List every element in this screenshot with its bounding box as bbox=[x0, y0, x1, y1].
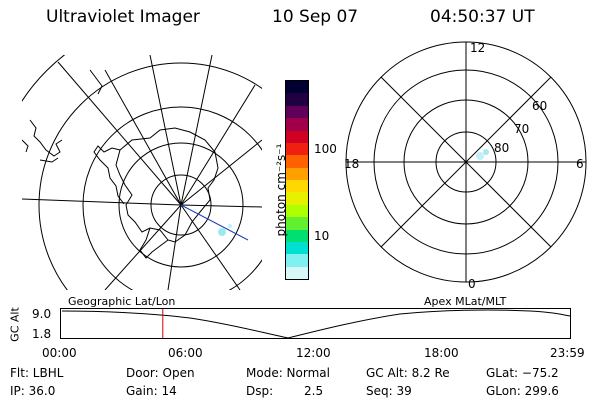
status-gcalt: GC Alt: 8.2 Re bbox=[366, 366, 450, 380]
coastline bbox=[115, 127, 219, 243]
colorbar-swatch bbox=[286, 155, 308, 168]
colorbar-swatch bbox=[286, 118, 308, 131]
aurora-spot bbox=[228, 224, 232, 228]
coastline bbox=[139, 227, 169, 259]
polar-plot: 12 18 6 0 60 70 80 bbox=[344, 41, 587, 291]
meridian bbox=[104, 69, 182, 206]
timeline-left-label: Geographic Lat/Lon bbox=[68, 295, 176, 308]
geographic-map bbox=[22, 55, 262, 290]
status-mode: Mode: Normal bbox=[246, 366, 330, 380]
coastline bbox=[89, 69, 103, 95]
coastline bbox=[22, 139, 29, 153]
colorbar-tick-10: 10 bbox=[314, 229, 330, 243]
coastline bbox=[93, 145, 125, 205]
meridian bbox=[57, 61, 182, 206]
aurora-spot bbox=[476, 152, 484, 160]
meridian bbox=[22, 198, 182, 206]
lat-circle bbox=[82, 106, 262, 290]
time-label: 04:50:37 UT bbox=[430, 7, 535, 27]
coastline bbox=[29, 119, 63, 157]
polar-axis bbox=[380, 76, 552, 248]
meridian bbox=[180, 139, 262, 206]
mlt-18-label: 18 bbox=[344, 157, 359, 171]
mlt-0-label: 0 bbox=[468, 277, 476, 291]
colorbar-unit-label: photon cm⁻²s⁻¹ bbox=[274, 143, 288, 237]
tick-label: 18:00 bbox=[424, 346, 459, 360]
status-seq: Seq: 39 bbox=[366, 384, 412, 398]
meridian bbox=[104, 204, 182, 290]
colorbar-tick-100: 100 bbox=[314, 142, 337, 156]
colorbar-swatch bbox=[286, 204, 308, 218]
timeline-right-label: Apex MLat/MLT bbox=[424, 295, 507, 308]
aurora-spot bbox=[483, 149, 489, 155]
tick-label: 00:00 bbox=[42, 346, 77, 360]
timeline-ylabel: GC Alt bbox=[8, 307, 22, 342]
lat-circle bbox=[22, 55, 66, 102]
status-dsp-label: Dsp: bbox=[246, 384, 274, 398]
meridian bbox=[180, 204, 262, 208]
colorbar-swatch bbox=[286, 142, 308, 156]
status-ip: IP: 36.0 bbox=[10, 384, 56, 398]
colorbar-swatch bbox=[286, 192, 308, 205]
lat-60-label: 60 bbox=[532, 99, 547, 113]
colorbar-swatch bbox=[286, 93, 308, 106]
timeline-ybottom: 1.8 bbox=[32, 327, 52, 341]
meridian bbox=[149, 55, 182, 206]
colorbar-swatch bbox=[286, 266, 308, 279]
meridian bbox=[180, 55, 213, 206]
aurora-spot bbox=[218, 228, 226, 236]
status-door: Door: Open bbox=[126, 366, 195, 380]
meridian bbox=[167, 204, 182, 290]
app-title: Ultraviolet Imager bbox=[46, 7, 200, 27]
colorbar bbox=[285, 80, 309, 280]
colorbar-swatch bbox=[286, 180, 308, 193]
colorbar-swatch bbox=[286, 105, 308, 119]
tick-label: 06:00 bbox=[168, 346, 203, 360]
coastline bbox=[39, 157, 59, 163]
spacecraft-track bbox=[180, 204, 249, 241]
meridian bbox=[180, 84, 256, 206]
altitude-curve bbox=[61, 309, 571, 339]
lat-70-label: 70 bbox=[514, 122, 529, 136]
status-gain: Gain: 14 bbox=[126, 384, 177, 398]
altitude-timeline bbox=[60, 308, 571, 339]
meridian bbox=[180, 204, 241, 290]
timeline-frame bbox=[60, 308, 571, 339]
lat-circle bbox=[38, 62, 262, 290]
colorbar-swatch bbox=[286, 167, 308, 180]
lat-circle bbox=[150, 174, 212, 236]
mlt-12-label: 12 bbox=[470, 41, 485, 55]
status-dsp-value: 2.5 bbox=[304, 384, 324, 398]
colorbar-swatch bbox=[286, 254, 308, 267]
colorbar-swatch bbox=[286, 81, 308, 94]
mlt-6-label: 6 bbox=[576, 157, 584, 171]
colorbar-swatch bbox=[286, 229, 308, 242]
colorbar-swatch bbox=[286, 241, 308, 255]
colorbar-swatch bbox=[286, 217, 308, 230]
date-label: 10 Sep 07 bbox=[272, 7, 359, 27]
status-flt: Flt: LBHL bbox=[10, 366, 64, 380]
lat-circle bbox=[118, 142, 244, 268]
status-glat: GLat: −75.2 bbox=[486, 366, 559, 380]
colorbar-swatch bbox=[286, 130, 308, 143]
timeline-ytop: 9.0 bbox=[32, 307, 52, 321]
tick-label: 12:00 bbox=[296, 346, 331, 360]
lat-80-label: 80 bbox=[494, 141, 509, 155]
tick-label: 23:59 bbox=[550, 346, 585, 360]
status-glon: GLon: 299.6 bbox=[486, 384, 559, 398]
